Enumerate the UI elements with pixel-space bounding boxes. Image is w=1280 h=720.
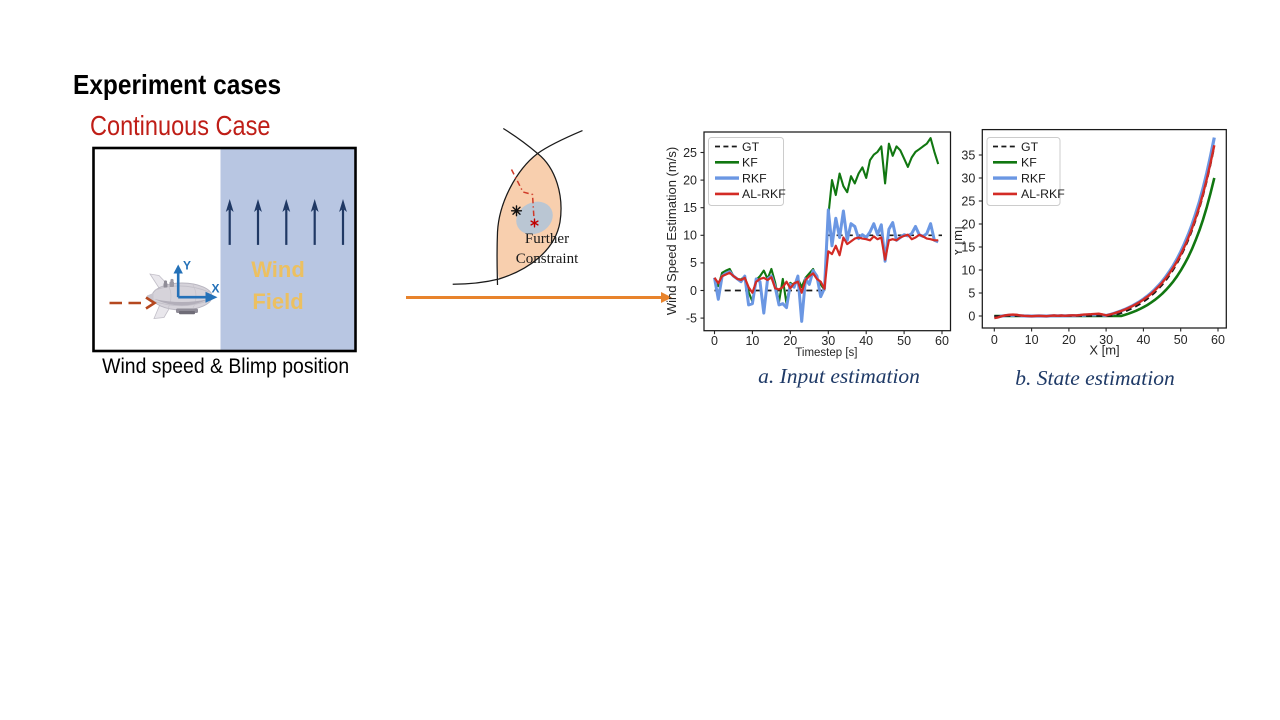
svg-text:25: 25 xyxy=(683,146,697,160)
svg-text:0: 0 xyxy=(991,333,998,347)
svg-text:20: 20 xyxy=(961,217,975,231)
svg-text:40: 40 xyxy=(1136,333,1150,347)
svg-text:30: 30 xyxy=(961,171,975,185)
svg-text:RKF: RKF xyxy=(1021,171,1046,185)
svg-text:GT: GT xyxy=(742,140,760,154)
svg-text:X [m]: X [m] xyxy=(1089,343,1119,358)
svg-text:25: 25 xyxy=(961,194,975,208)
svg-text:10: 10 xyxy=(683,229,697,243)
svg-text:Y [m]: Y [m] xyxy=(955,226,965,256)
svg-text:AL-RKF: AL-RKF xyxy=(742,187,786,201)
svg-text:RKF: RKF xyxy=(742,171,767,185)
svg-text:40: 40 xyxy=(859,334,873,348)
svg-text:10: 10 xyxy=(745,334,759,348)
svg-text:0: 0 xyxy=(690,284,697,298)
svg-text:35: 35 xyxy=(961,148,975,162)
svg-text:60: 60 xyxy=(1211,333,1225,347)
svg-text:KF: KF xyxy=(1021,156,1037,170)
svg-text:15: 15 xyxy=(683,201,697,215)
svg-text:Y: Y xyxy=(183,259,191,273)
svg-text:5: 5 xyxy=(968,286,975,300)
svg-text:20: 20 xyxy=(683,173,697,187)
svg-text:GT: GT xyxy=(1021,140,1039,154)
svg-text:5: 5 xyxy=(690,256,697,270)
svg-text:Wind Speed Estimation (m/s): Wind Speed Estimation (m/s) xyxy=(664,147,679,315)
svg-text:10: 10 xyxy=(961,263,975,277)
svg-text:0: 0 xyxy=(968,309,975,323)
svg-text:0: 0 xyxy=(711,334,718,348)
svg-text:50: 50 xyxy=(1174,333,1188,347)
svg-text:30: 30 xyxy=(1099,333,1113,347)
svg-text:20: 20 xyxy=(1062,333,1076,347)
svg-text:60: 60 xyxy=(935,334,949,348)
svg-text:15: 15 xyxy=(961,240,975,254)
svg-text:20: 20 xyxy=(783,334,797,348)
svg-text:Timestep [s]: Timestep [s] xyxy=(795,347,857,359)
svg-text:10: 10 xyxy=(1025,333,1039,347)
svg-text:KF: KF xyxy=(742,156,758,170)
svg-text:30: 30 xyxy=(821,334,835,348)
svg-text:50: 50 xyxy=(897,334,911,348)
svg-text:X: X xyxy=(212,282,220,296)
svg-text:AL-RKF: AL-RKF xyxy=(1021,187,1065,201)
svg-text:-5: -5 xyxy=(686,311,697,325)
